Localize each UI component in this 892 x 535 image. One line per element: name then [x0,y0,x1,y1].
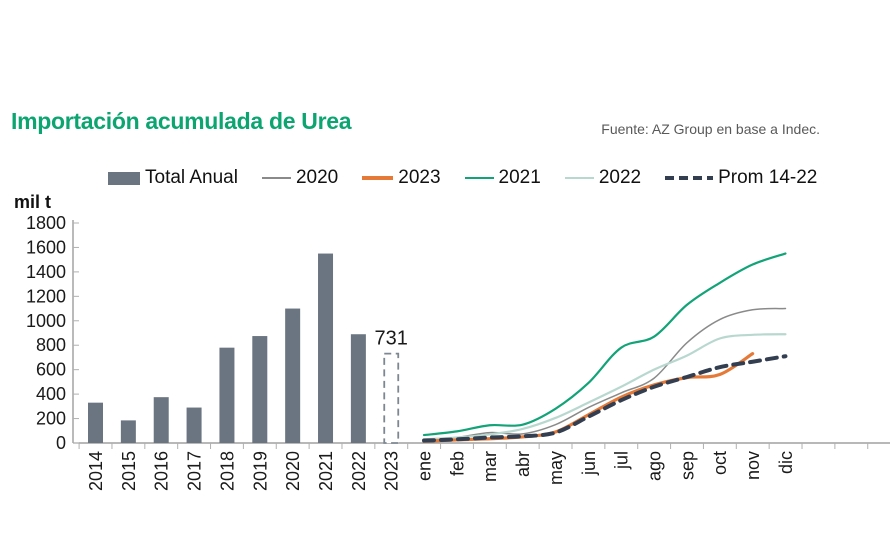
bar-2023-dashed-outline [383,352,400,444]
y-axis-unit-label: mil t [14,192,52,212]
x-month-label: jul [612,451,632,470]
legend-item-2022: 2022 [564,167,642,189]
bar-2021 [318,253,334,443]
y-tick-label: 1600 [26,237,66,257]
urea-imports-combo-chart: 0 200 400 600 800 1000 1200 1400 1600 1800 2014 201… [26,213,890,491]
line-swatch-icon [464,176,494,180]
dashed-line-swatch-icon [665,176,714,180]
y-tick-label: 400 [36,384,66,404]
x-month-label: dic [776,451,796,474]
x-year-label: 2017 [185,451,205,491]
x-year-label: 2020 [283,451,303,491]
x-year-label: 2014 [86,451,106,491]
x-month-label: feb [447,451,467,476]
y-tick-label: 1200 [26,286,66,306]
x-year-label: 2016 [152,451,172,491]
y-tick-label: 1400 [26,262,66,282]
bar-2016 [153,397,169,443]
x-month-label: jun [579,451,599,476]
x-year-label: 2022 [349,451,369,491]
legend-item-2021: 2021 [464,167,541,189]
x-month-label: oct [710,451,730,475]
x-month-label: ago [645,451,665,481]
line-series-prom-14-22 [422,354,788,443]
chart-legend: Total Anual 2020 2023 2021 2022 Prom 14-… [108,167,817,189]
x-year-label: 2021 [316,451,336,491]
bar-2022 [350,334,366,443]
y-tick-label: 1800 [26,213,66,233]
legend-label-2023: 2023 [398,167,441,188]
x-month-label: nov [743,451,763,480]
y-tick-label: 200 [36,409,66,429]
bar-swatch-icon [108,171,140,185]
y-tick-label: 1000 [26,311,66,331]
bar-2019 [252,336,268,443]
line-swatch-icon [362,176,394,180]
line-series-2021 [422,252,787,437]
legend-label-2021: 2021 [498,167,541,188]
bar-2015 [120,420,136,443]
legend-item-prom-14-22: Prom 14-22 [665,167,817,189]
legend-item-2020: 2020 [261,167,339,189]
source-note: Fuente: AZ Group en base a Indec. [601,121,820,137]
y-tick-label: 600 [36,360,66,380]
bar-2014 [88,402,103,443]
line-swatch-icon [564,176,594,180]
bar-2020 [285,308,301,443]
legend-label-total-anual: Total Anual [145,167,238,188]
line-series-2022 [422,333,787,441]
bar-2018 [219,347,235,443]
legend-label-2020: 2020 [295,167,339,188]
x-month-label: may [546,451,566,485]
bar-value-label-731: 731 [375,328,408,350]
x-month-label: sep [677,451,697,480]
legend-label-prom-14-22: Prom 14-22 [718,167,818,188]
x-month-label: abr [513,451,533,477]
page-title: Importación acumulada de Urea [11,108,352,134]
x-year-label: 2018 [217,451,237,491]
y-tick-label: 0 [56,433,66,453]
x-year-label: 2015 [119,451,139,491]
x-month-label: mar [480,451,500,482]
y-tick-label: 800 [36,335,66,355]
x-year-label: 2019 [250,451,270,491]
x-year-label: 2023 [382,451,402,491]
bar-2017 [186,407,202,443]
line-series-2020 [423,307,787,441]
x-month-label: ene [415,451,435,481]
legend-label-2022: 2022 [598,167,642,188]
legend-item-2023: 2023 [362,167,441,189]
legend-item-total-anual: Total Anual [108,167,238,189]
line-swatch-icon [261,177,291,179]
